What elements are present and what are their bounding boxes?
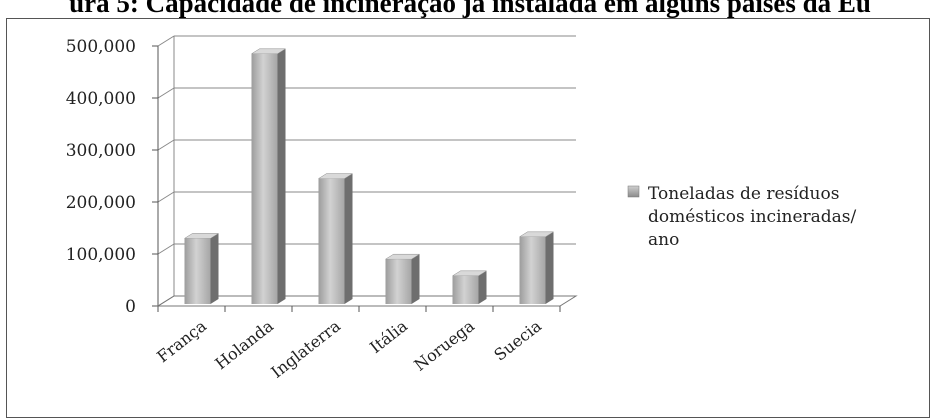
- bar: [519, 236, 546, 304]
- legend-swatch: [627, 185, 640, 198]
- bar: [184, 238, 211, 304]
- y-tick-label: 300,000: [66, 141, 136, 161]
- gridline-depth: [157, 139, 175, 151]
- y-tick-label: 200,000: [66, 193, 136, 213]
- bar: [318, 178, 345, 304]
- figure-title: ura 5: Capacidade de incineração já inst…: [69, 0, 871, 18]
- gridline-depth: [157, 35, 175, 47]
- bar-side: [344, 173, 353, 304]
- y-tick-label: 400,000: [66, 89, 136, 109]
- bar: [452, 275, 479, 304]
- bar: [251, 53, 278, 304]
- x-category-label: França: [153, 316, 210, 366]
- legend-label: ano: [648, 230, 679, 250]
- y-tick-label: 100,000: [66, 245, 136, 265]
- bar-side: [277, 48, 286, 304]
- x-category-label: Noruega: [410, 316, 478, 375]
- chart-frame: [6, 18, 930, 418]
- x-category-label: Suecia: [490, 316, 545, 365]
- bar: [385, 259, 412, 304]
- chart-floor: [156, 295, 578, 307]
- legend-label: Toneladas de resíduos: [648, 184, 839, 204]
- gridline-depth: [157, 243, 175, 255]
- bar-side: [210, 233, 219, 304]
- x-category-label: Inglaterra: [267, 316, 344, 382]
- bar-side: [545, 231, 554, 304]
- gridline-depth: [157, 191, 175, 203]
- y-tick-label: 500,000: [66, 37, 136, 57]
- bar-side: [411, 254, 420, 304]
- x-category-label: Itália: [366, 316, 411, 357]
- x-category-label: Holanda: [211, 316, 277, 373]
- legend-label: domésticos incineradas/: [648, 207, 857, 227]
- y-tick-label: 0: [125, 297, 136, 317]
- gridline-depth: [157, 87, 175, 99]
- bar-side: [478, 270, 487, 304]
